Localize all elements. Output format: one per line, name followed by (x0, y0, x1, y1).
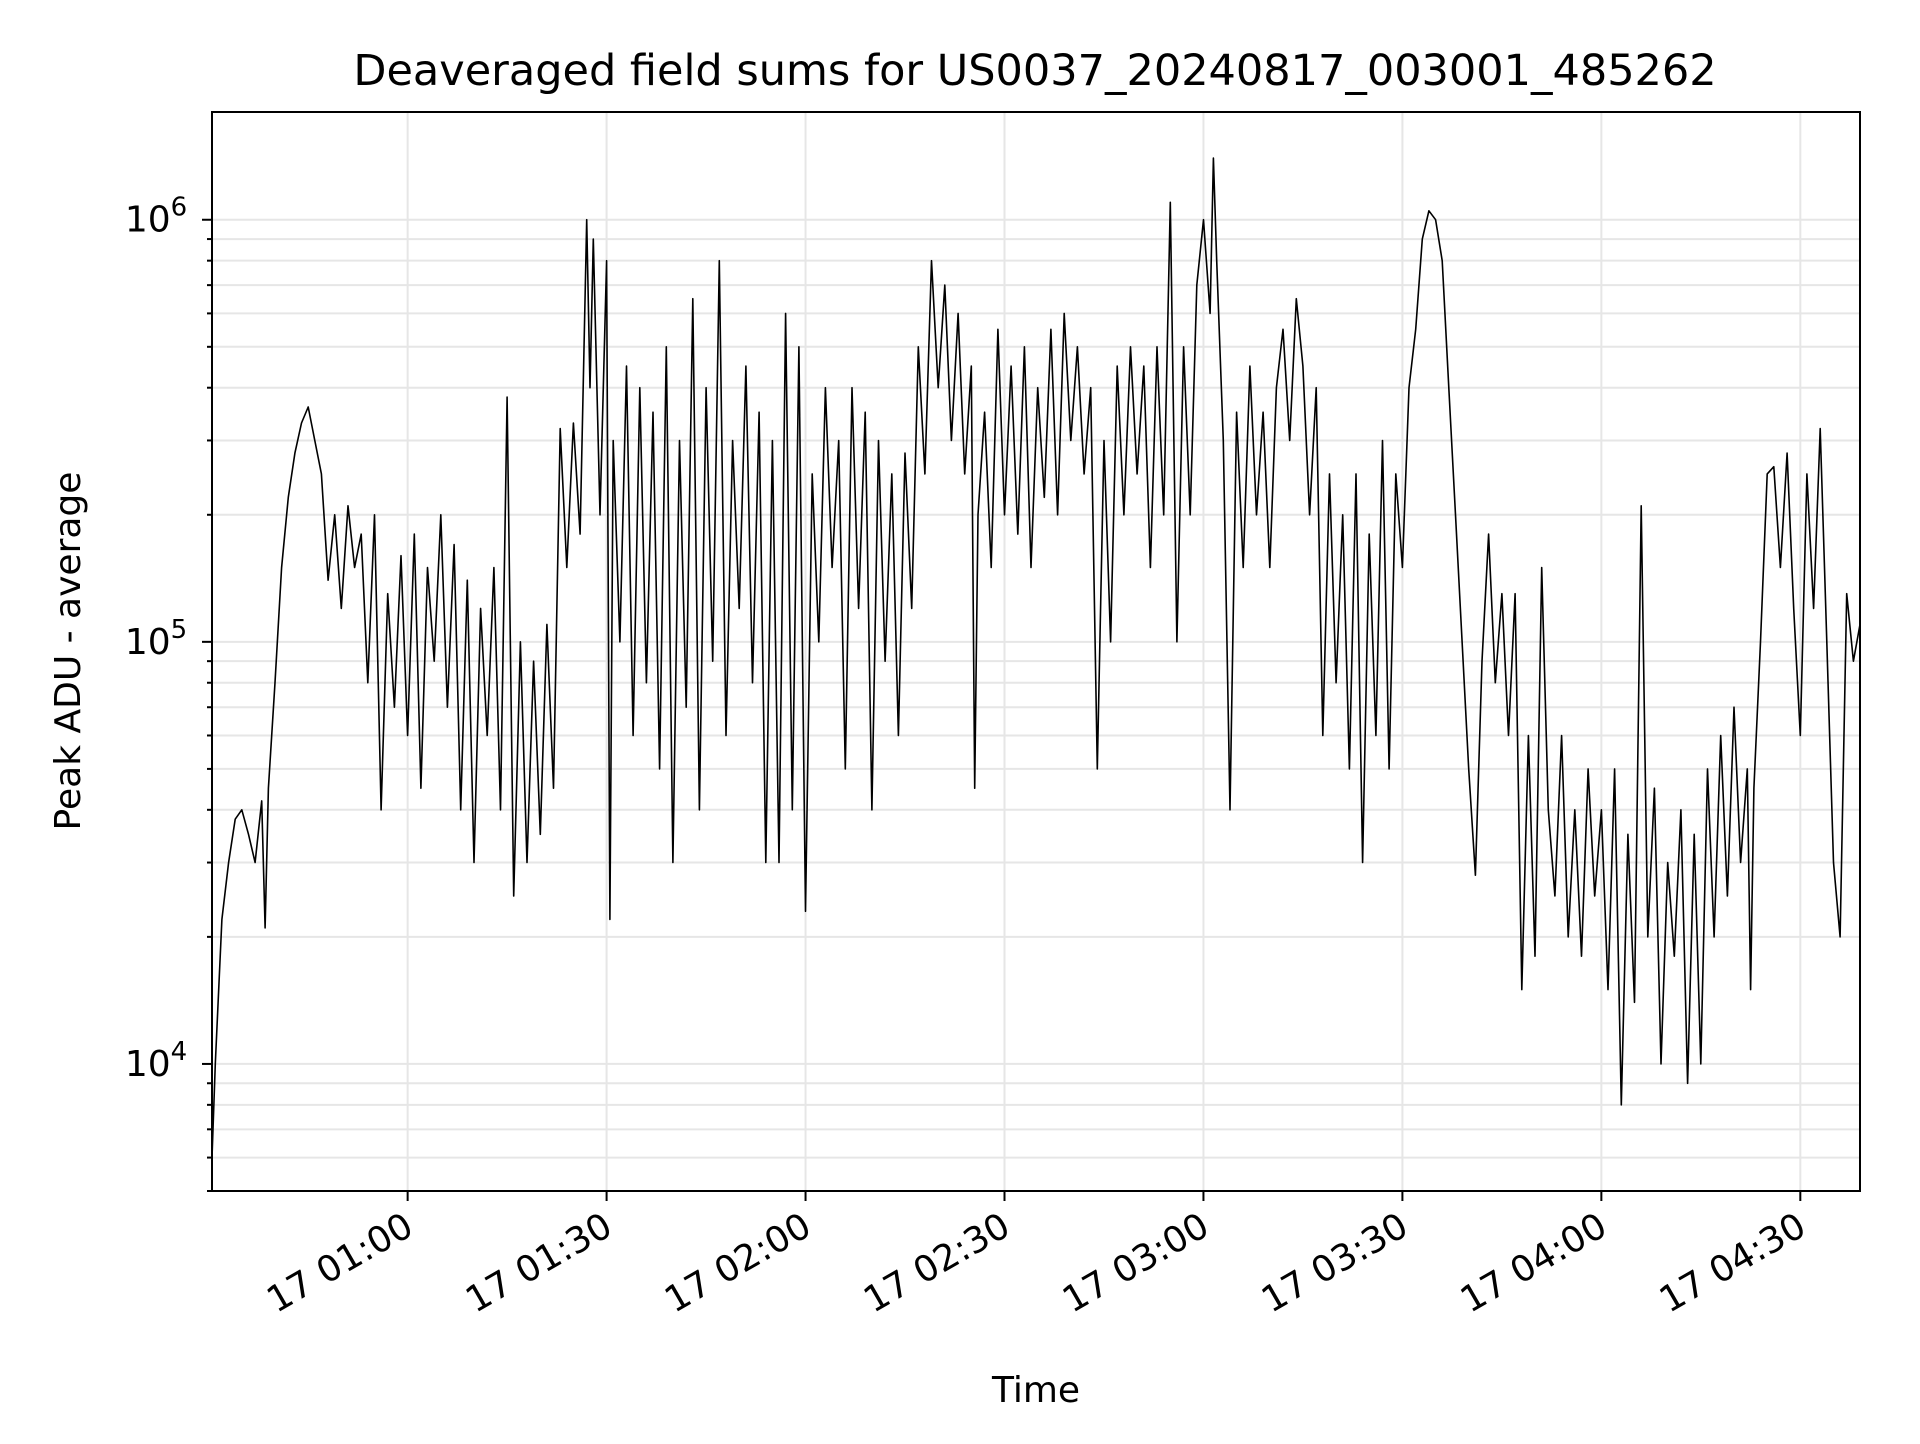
y-tick-label-base: 10 (125, 200, 171, 241)
grid-lines (212, 112, 1860, 1192)
y-tick-label-exponent: 5 (171, 615, 188, 645)
plot-frame (211, 111, 1861, 1192)
series-line (211, 157, 1861, 1158)
y-tick-label: 105 (125, 615, 187, 663)
series-line-group (211, 157, 1861, 1158)
y-tick-label-exponent: 6 (171, 193, 188, 223)
y-axis-label: Peak ADU - average (48, 472, 89, 831)
chart-title: Deaveraged field sums for US0037_2024081… (353, 46, 1716, 96)
y-tick-label-base: 10 (125, 622, 171, 663)
y-tick-label-base: 10 (125, 1044, 171, 1085)
y-tick-label: 106 (125, 193, 187, 241)
y-tick-label: 104 (125, 1037, 187, 1085)
x-axis-label: Time (991, 1370, 1080, 1411)
y-tick-label-exponent: 4 (171, 1037, 188, 1067)
